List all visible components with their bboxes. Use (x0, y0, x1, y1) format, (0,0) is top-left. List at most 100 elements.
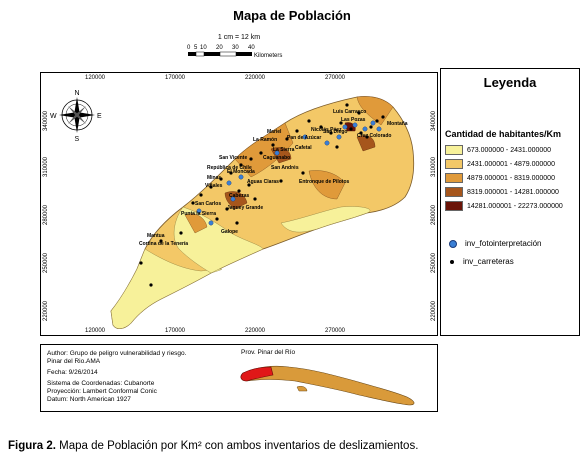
y-tick-left: 250000 (43, 252, 49, 273)
legend-point: inv_fotointerpretación (445, 239, 542, 248)
place-label: Caguanabo (263, 155, 290, 161)
photo-points (196, 120, 382, 226)
legend-class: 14281.000001 - 22273.000000 (445, 201, 563, 211)
place-label: Galope (221, 229, 238, 235)
legend-point-label: inv_carreteras (463, 257, 514, 266)
compass-w: W (50, 113, 57, 120)
legend-class: 673.000000 - 2431.000000 (445, 145, 551, 155)
legend-swatch (445, 173, 463, 183)
place-label: República de Chile (207, 165, 252, 171)
info-datum: Datum: North American 1927 (47, 396, 131, 403)
place-label: La Ramón (253, 137, 277, 143)
y-tick-left: 310000 (43, 156, 49, 177)
caption-text: Mapa de Población por Km² con ambos inve… (59, 440, 419, 452)
place-label: San Diego (323, 129, 347, 135)
y-tick-right: 340000 (431, 110, 437, 131)
place-label: San Carlos (195, 201, 221, 207)
x-tick-top: 270000 (325, 75, 346, 81)
legend-point-label: inv_fotointerpretación (465, 239, 542, 248)
y-tick-right: 310000 (431, 156, 437, 177)
legend-subtitle: Cantidad de habitantes/Km (445, 129, 562, 139)
x-tick-top: 220000 (245, 75, 266, 81)
place-label: La Sierra (273, 147, 295, 153)
place-label: Cruz Colorado (357, 133, 391, 139)
x-tick-bottom: 270000 (325, 328, 346, 334)
place-label: San Andrés (271, 165, 299, 171)
x-tick-bottom: 120000 (85, 328, 106, 334)
legend-class-label: 2431.000001 - 4879.000000 (467, 160, 555, 168)
place-label: Montaña (387, 121, 408, 127)
place-label: Pan de Azúcar (287, 135, 321, 141)
place-label: Cafetal (295, 145, 312, 151)
x-tick-top: 170000 (165, 75, 186, 81)
scale-tick: 20 (216, 45, 223, 51)
place-label: Punta la Sierra (181, 211, 216, 217)
figure-caption: Figura 2. Mapa de Población por Km² con … (8, 440, 418, 452)
compass-s: S (75, 136, 80, 143)
legend-point: inv_carreteras (445, 257, 514, 266)
legend-class-label: 4879.000001 - 8319.000000 (467, 174, 555, 182)
y-tick-left: 340000 (43, 110, 49, 131)
legend-swatch (445, 201, 463, 211)
region-medium-density (184, 213, 208, 234)
place-label: Cabezas (229, 193, 250, 199)
scale-tick: 40 (248, 45, 255, 51)
place-label: Aguas Claras (247, 179, 279, 185)
blue-dot-icon (449, 239, 457, 248)
scale-unit: Kilometers (254, 53, 282, 59)
legend-class-label: 8319.000001 - 14281.000000 (467, 188, 559, 196)
x-tick-bottom: 170000 (165, 328, 186, 334)
place-label: Entronque de Pilotos (299, 179, 349, 185)
info-date: Fecha: 9/26/2014 (47, 369, 98, 376)
info-org: Pinar del Rio.AMA (47, 358, 101, 365)
legend-class-label: 673.000000 - 2431.000000 (467, 146, 552, 154)
x-tick-bottom: 220000 (245, 328, 266, 334)
inset-map (240, 365, 415, 406)
legend-class: 2431.000001 - 4879.000000 (445, 159, 555, 169)
place-label: Mariel (267, 129, 282, 135)
y-tick-left: 220000 (43, 300, 49, 321)
place-label: Nicolás Páez (311, 127, 342, 133)
place-label: Las Pozas (341, 117, 366, 123)
scale-tick: 5 (194, 45, 198, 51)
scale-tick: 10 (200, 45, 207, 51)
y-tick-right: 220000 (431, 300, 437, 321)
place-label: San Vicente (219, 155, 247, 161)
map-frame: 120000 170000 220000 270000 120000 17000… (40, 72, 438, 336)
region-high-density (224, 191, 248, 210)
compass-e: E (97, 113, 102, 120)
scale-tick: 0 (187, 45, 191, 51)
compass-n: N (75, 90, 80, 97)
info-author: Author: Grupo de peligro vulnerabilidad … (47, 350, 187, 357)
place-label: Cortina de la Tenería (139, 241, 188, 247)
caption-label: Figura 2. (8, 440, 56, 452)
region-low-density (280, 206, 371, 233)
place-label: Minas (207, 175, 221, 181)
inset-title: Prov. Pinar del Río (241, 349, 296, 356)
place-label: El Moncada (227, 169, 255, 175)
region-high-density (356, 135, 376, 152)
region-medium-density (308, 170, 346, 200)
place-label: Mantua (147, 233, 165, 239)
legend-title: Leyenda (483, 75, 537, 90)
compass-rose-icon: N S E W (50, 90, 102, 143)
region-medium-density (234, 122, 294, 178)
metadata-box: Author: Grupo de peligro vulnerabilidad … (40, 344, 438, 412)
legend-box: Leyenda Cantidad de habitantes/Km 673.00… (440, 68, 580, 336)
place-label: Viñales (205, 183, 223, 189)
legend-class: 8319.000001 - 14281.000000 (445, 187, 559, 197)
map-canvas: 120000 170000 220000 270000 120000 17000… (43, 75, 437, 334)
legend-class: 4879.000001 - 8319.000000 (445, 173, 555, 183)
scale-tick: 30 (232, 45, 239, 51)
scale-ratio: 1 cm = 12 km (217, 34, 261, 41)
road-points (139, 103, 385, 287)
legend-swatch (445, 159, 463, 169)
map-title: Mapa de Población (233, 8, 351, 23)
legend-class-label: 14281.000001 - 22273.000000 (467, 202, 563, 210)
place-label: Luis Carrasco (333, 109, 366, 115)
info-proj: Proyección: Lambert Conformal Conic (47, 388, 157, 395)
info-coord: Sistema de Coordenadas: Cubanorte (47, 380, 155, 387)
black-dot-icon (450, 259, 454, 264)
legend-swatch (445, 145, 463, 155)
y-tick-left: 280000 (43, 204, 49, 225)
